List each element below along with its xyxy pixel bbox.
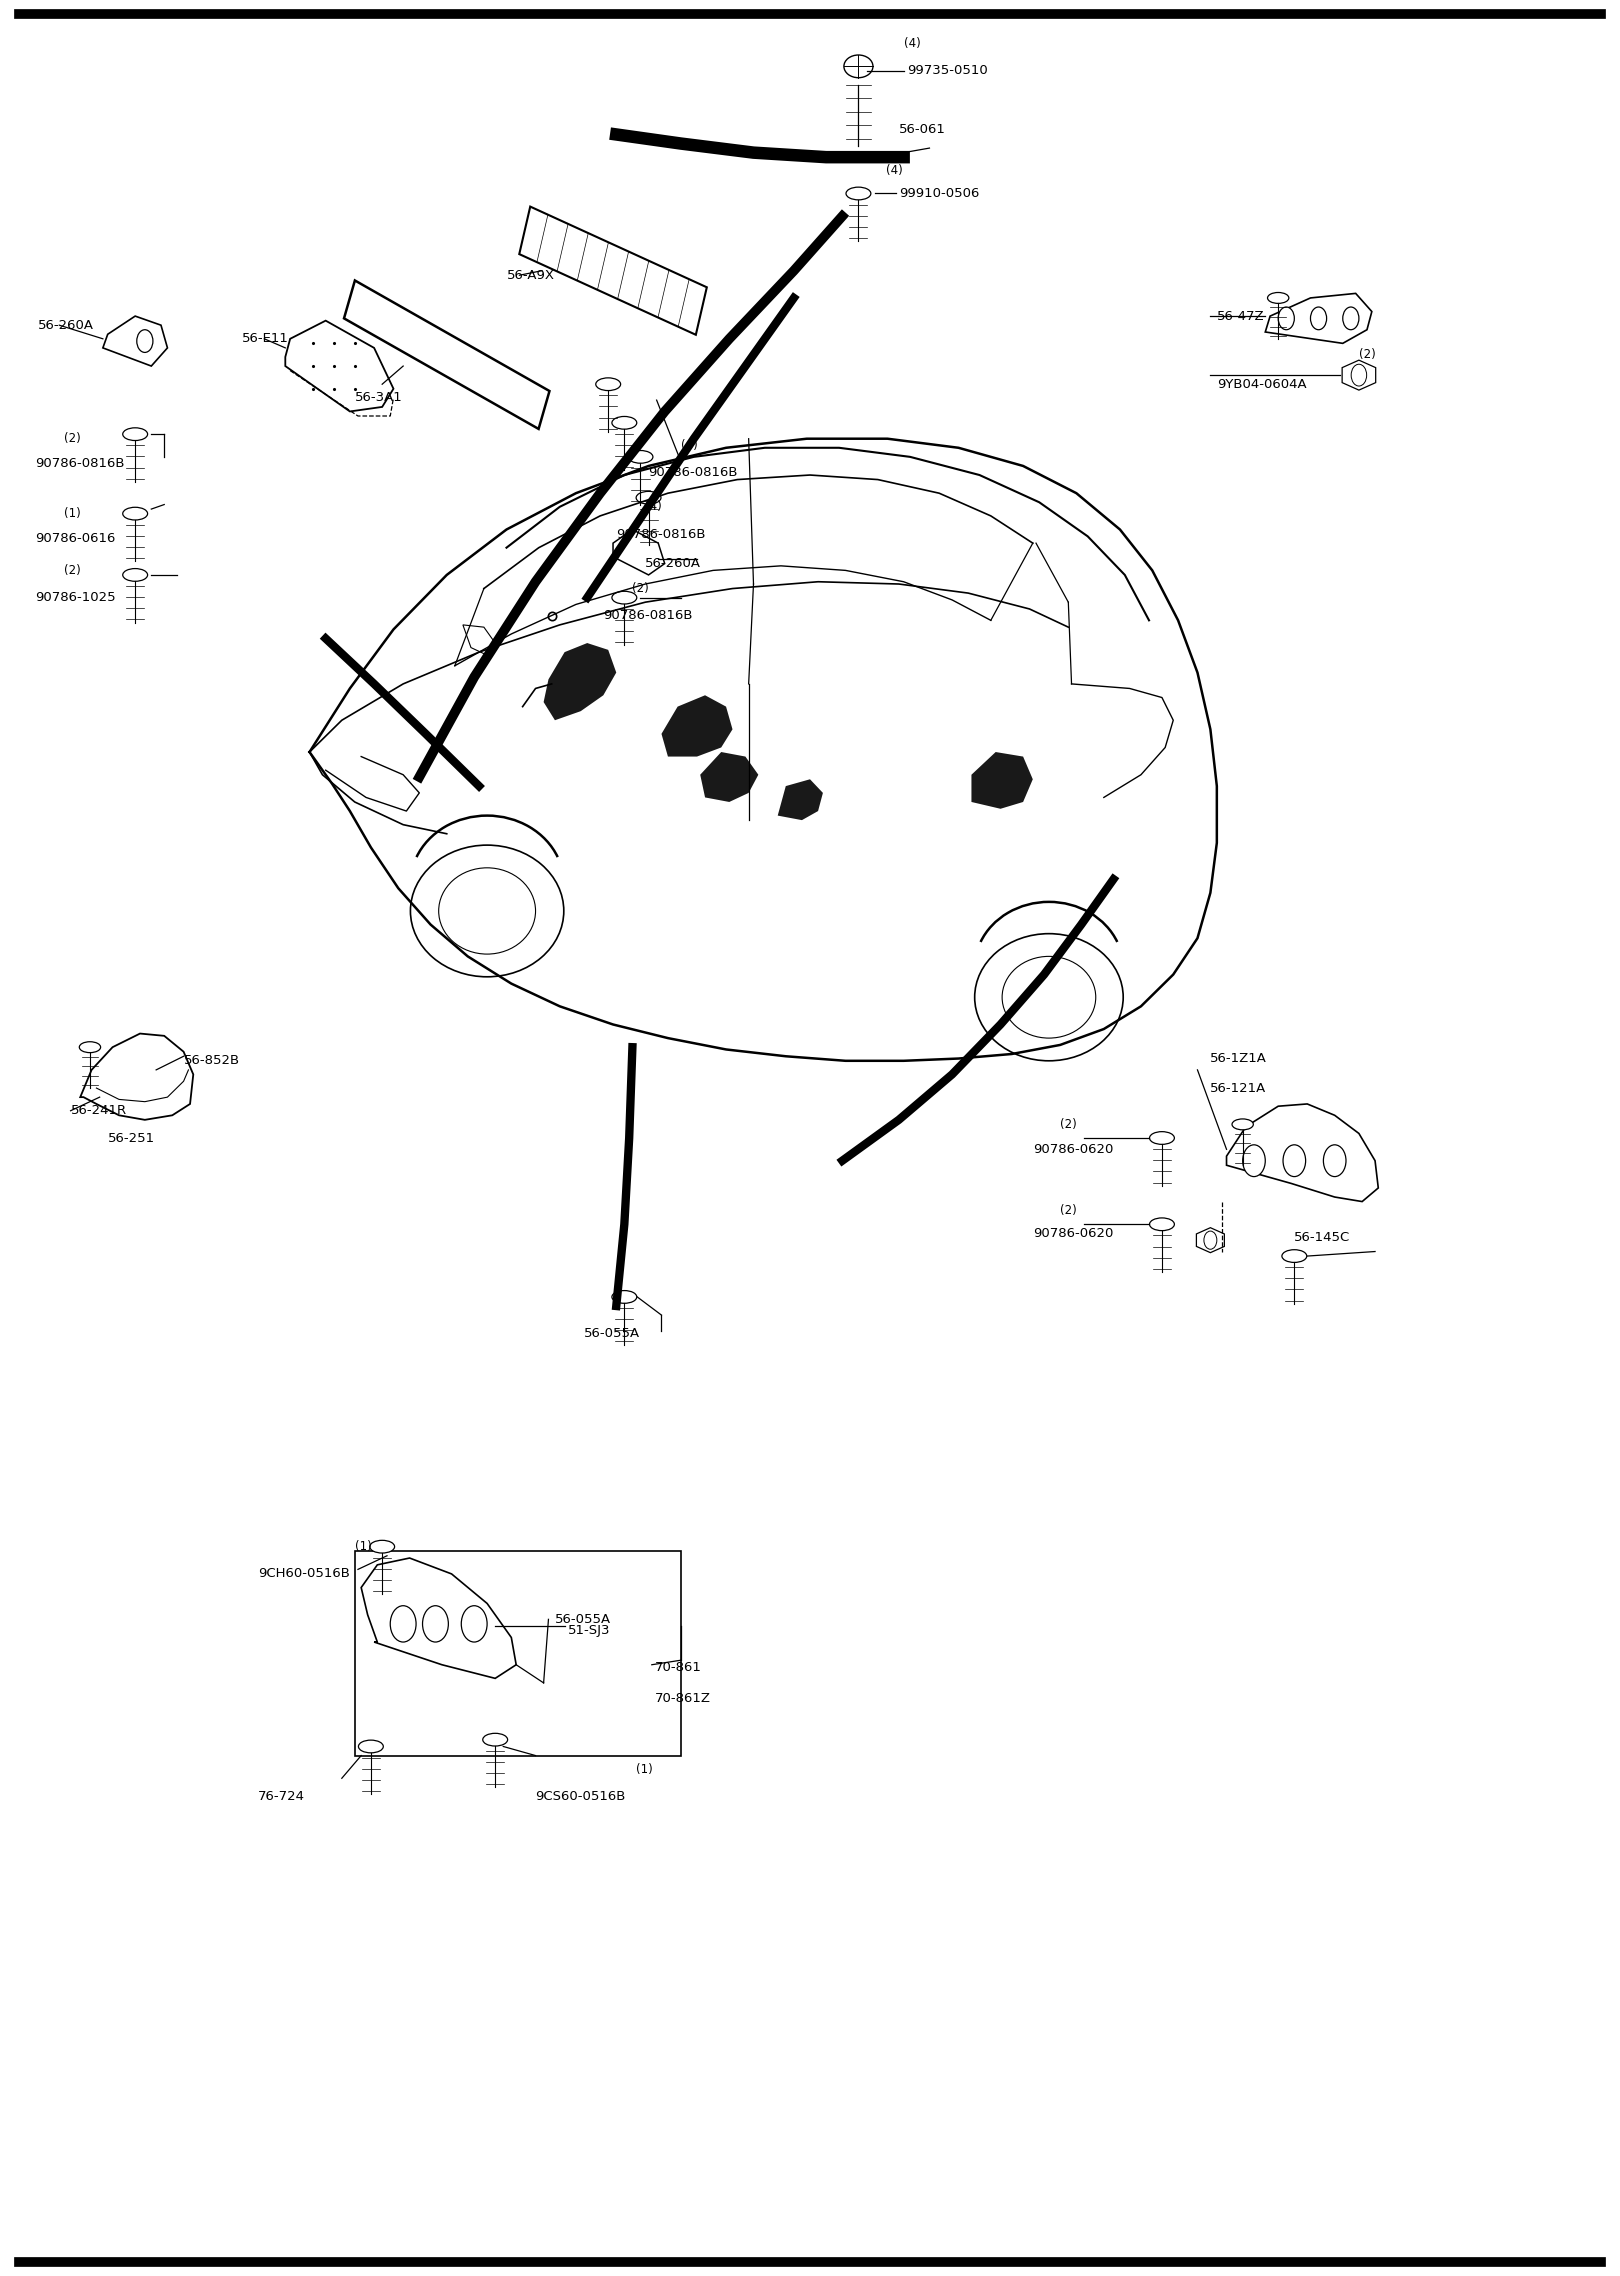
Ellipse shape [123,569,147,580]
Ellipse shape [369,1541,395,1552]
Text: 56-055A: 56-055A [583,1327,640,1341]
Circle shape [1343,307,1359,330]
Ellipse shape [629,451,653,464]
Ellipse shape [844,55,873,77]
Text: 70-861Z: 70-861Z [654,1693,711,1705]
Text: (4): (4) [645,501,663,514]
Bar [355,1552,680,1755]
Text: 56-251: 56-251 [107,1131,156,1145]
Circle shape [423,1605,449,1641]
Ellipse shape [612,417,637,430]
Text: 90786-1025: 90786-1025 [36,592,115,603]
Text: 56-260A: 56-260A [39,319,94,332]
Text: 70-861: 70-861 [654,1661,701,1673]
Ellipse shape [123,428,147,442]
Text: (2): (2) [1359,348,1375,362]
Polygon shape [612,530,664,576]
Ellipse shape [439,867,536,954]
Ellipse shape [846,187,872,200]
Polygon shape [778,778,823,819]
Ellipse shape [410,844,564,976]
Text: 90786-0816B: 90786-0816B [616,528,706,542]
Text: 99735-0510: 99735-0510 [907,64,988,77]
Text: 90786-0816B: 90786-0816B [603,610,693,621]
Ellipse shape [79,1042,100,1052]
Text: 9YB04-0604A: 9YB04-0604A [1217,378,1306,391]
Text: (1): (1) [355,1541,371,1552]
Text: 56-145C: 56-145C [1294,1231,1351,1245]
Ellipse shape [1150,1131,1174,1145]
Text: 56-E11: 56-E11 [241,332,288,346]
Polygon shape [361,1559,517,1677]
Text: 56-061: 56-061 [899,123,946,137]
Text: 9CS60-0516B: 9CS60-0516B [536,1789,625,1803]
Circle shape [1204,1231,1217,1250]
Polygon shape [104,316,167,366]
Polygon shape [544,644,616,719]
Circle shape [1311,307,1327,330]
Circle shape [1324,1145,1346,1177]
Circle shape [1243,1145,1265,1177]
Text: (1): (1) [65,508,81,521]
Text: 56-852B: 56-852B [183,1054,240,1067]
Circle shape [1278,307,1294,330]
Text: 9CH60-0516B: 9CH60-0516B [258,1568,350,1580]
Polygon shape [1197,1227,1225,1252]
Text: 90786-0816B: 90786-0816B [648,467,739,480]
Polygon shape [1265,294,1372,344]
Circle shape [1351,364,1367,387]
Ellipse shape [483,1734,507,1746]
Text: 56-A9X: 56-A9X [507,269,554,282]
Text: 56-260A: 56-260A [645,558,701,569]
Text: 56-121A: 56-121A [1210,1081,1267,1095]
Polygon shape [661,694,732,756]
Polygon shape [972,751,1034,808]
Polygon shape [1341,360,1375,389]
Ellipse shape [1233,1120,1254,1129]
Polygon shape [81,1033,193,1120]
Ellipse shape [1150,1218,1174,1231]
Text: (2): (2) [632,583,650,594]
Text: 56-3A1: 56-3A1 [355,391,402,405]
Ellipse shape [358,1741,384,1753]
Text: (4): (4) [904,36,920,50]
Ellipse shape [1281,1250,1307,1263]
Text: 56-47Z: 56-47Z [1217,310,1265,323]
Text: 90786-0616: 90786-0616 [36,533,115,546]
Ellipse shape [1267,294,1290,303]
Polygon shape [343,280,549,428]
Text: 90786-0620: 90786-0620 [1034,1227,1113,1240]
Text: (2): (2) [65,432,81,446]
Text: 76-724: 76-724 [258,1789,305,1803]
Circle shape [462,1605,488,1641]
Ellipse shape [1003,956,1095,1038]
Ellipse shape [612,592,637,603]
Text: 56-1Z1A: 56-1Z1A [1210,1052,1267,1065]
Polygon shape [520,207,706,335]
Ellipse shape [123,508,147,519]
Text: (2): (2) [1059,1204,1077,1218]
Polygon shape [285,321,394,412]
Ellipse shape [637,492,661,503]
Text: (2): (2) [1059,1118,1077,1131]
Ellipse shape [612,1290,637,1304]
Text: 90786-0620: 90786-0620 [1034,1143,1113,1156]
Text: 56-055A: 56-055A [556,1614,611,1625]
Text: 99910-0506: 99910-0506 [899,187,978,200]
Text: 90786-0816B: 90786-0816B [36,457,125,471]
Text: (1): (1) [635,1762,653,1775]
Text: (2): (2) [65,564,81,576]
Ellipse shape [975,933,1123,1061]
Circle shape [1283,1145,1306,1177]
Polygon shape [463,626,496,658]
Text: (4): (4) [886,164,902,178]
Circle shape [136,330,152,353]
Polygon shape [700,751,758,801]
Text: 56-241R: 56-241R [71,1104,126,1118]
Polygon shape [1226,1104,1379,1202]
Ellipse shape [596,378,620,391]
Text: 51-SJ3: 51-SJ3 [569,1625,611,1636]
Circle shape [390,1605,416,1641]
Text: (4): (4) [680,439,698,453]
